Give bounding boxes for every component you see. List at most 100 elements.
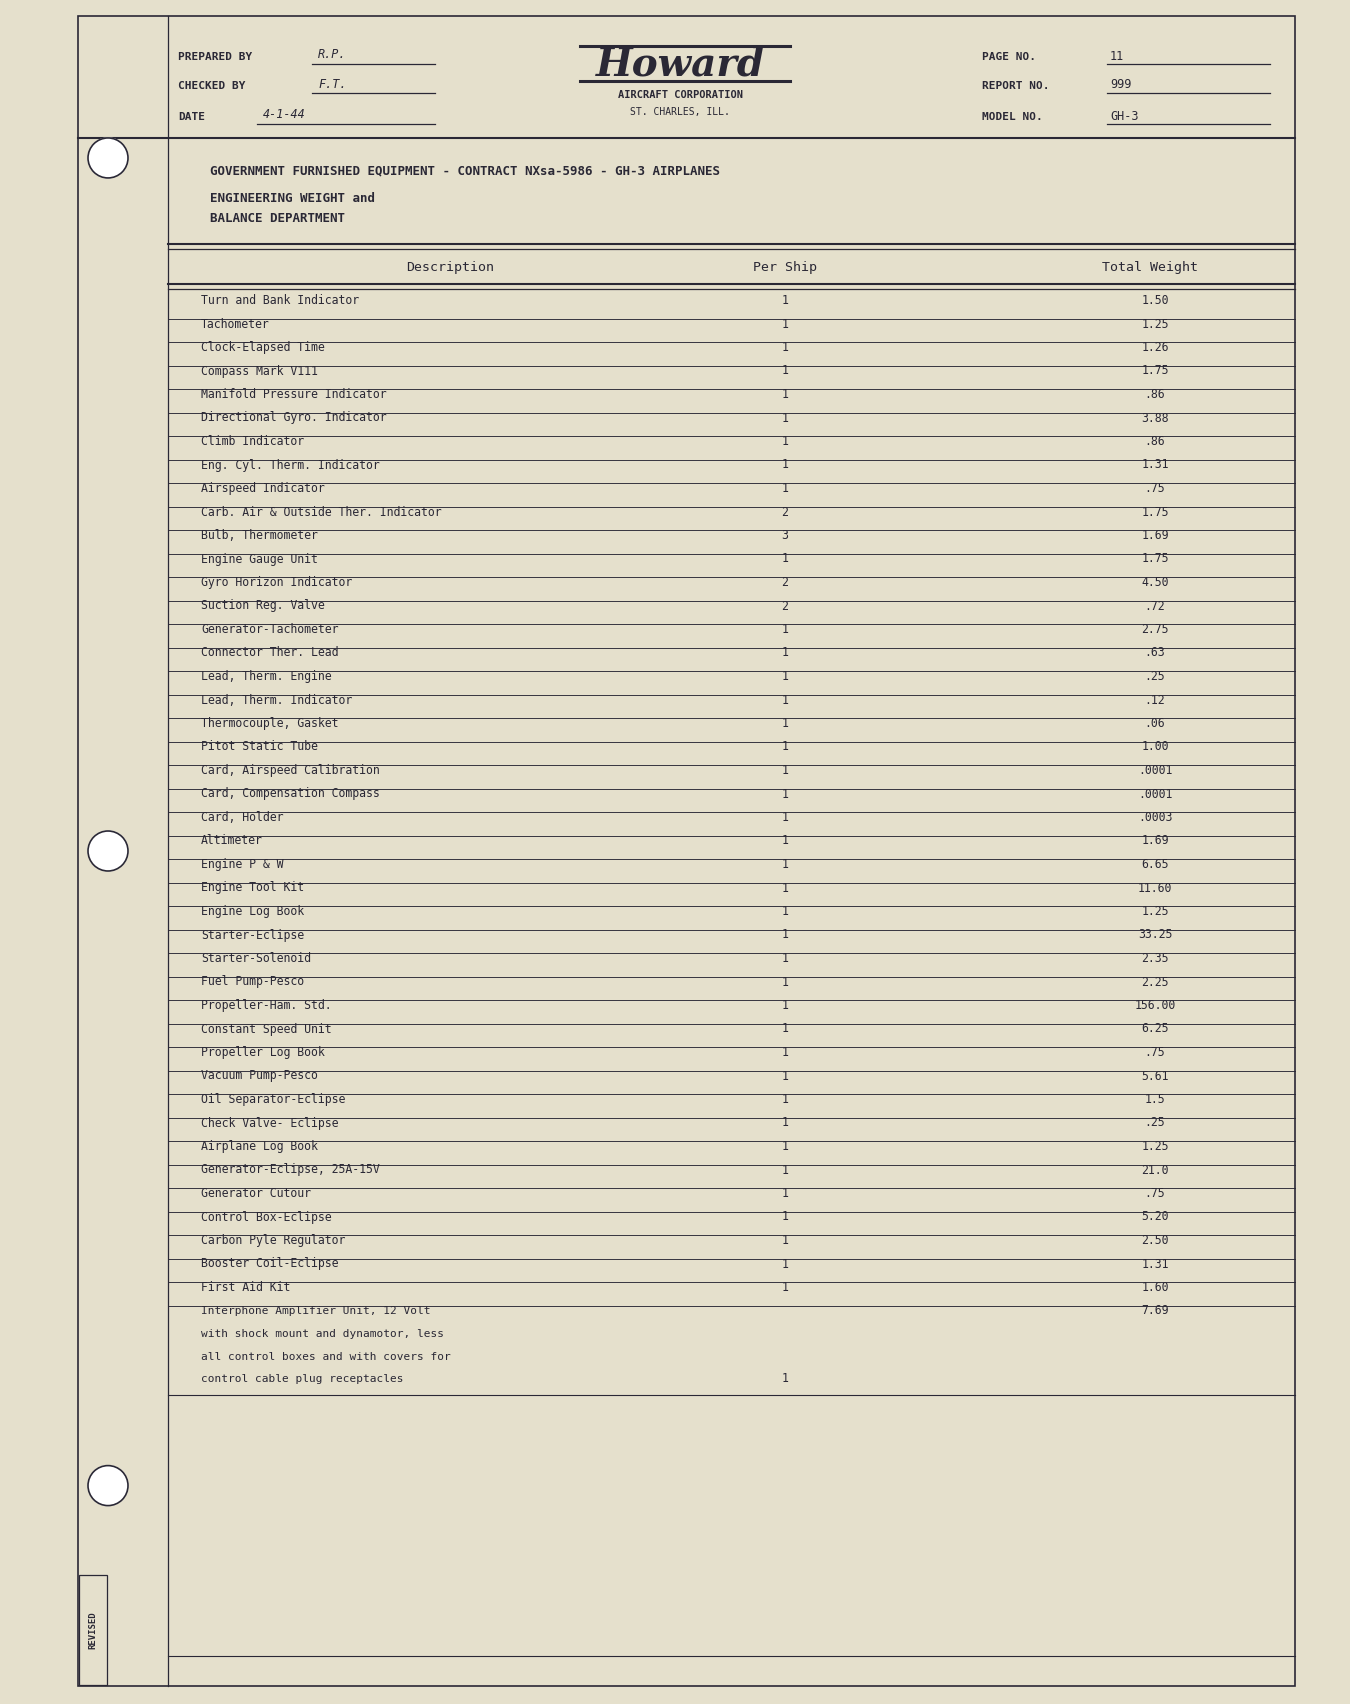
Text: Oil Separator-Eclipse: Oil Separator-Eclipse: [201, 1092, 346, 1106]
Text: 33.25: 33.25: [1138, 929, 1172, 942]
Text: DATE: DATE: [178, 112, 205, 123]
Text: 1: 1: [782, 787, 788, 801]
Text: .72: .72: [1145, 600, 1165, 612]
Text: 4.50: 4.50: [1141, 576, 1169, 590]
Circle shape: [88, 1465, 128, 1506]
Text: Card, Airspeed Calibration: Card, Airspeed Calibration: [201, 763, 379, 777]
Text: 1.26: 1.26: [1141, 341, 1169, 354]
Text: Airspeed Indicator: Airspeed Indicator: [201, 482, 325, 494]
Text: 1: 1: [782, 1070, 788, 1082]
Text: 21.0: 21.0: [1141, 1164, 1169, 1176]
Text: Lead, Therm. Indicator: Lead, Therm. Indicator: [201, 694, 352, 707]
Text: F.T.: F.T.: [319, 77, 347, 90]
Text: 1: 1: [782, 881, 788, 895]
Text: Card, Compensation Compass: Card, Compensation Compass: [201, 787, 379, 801]
Text: MODEL NO.: MODEL NO.: [981, 112, 1042, 123]
Text: Carbon Pyle Regulator: Carbon Pyle Regulator: [201, 1234, 346, 1247]
Text: .0001: .0001: [1138, 763, 1172, 777]
Text: Starter-Solenoid: Starter-Solenoid: [201, 953, 310, 964]
Text: Turn and Bank Indicator: Turn and Bank Indicator: [201, 295, 359, 307]
Text: Constant Speed Unit: Constant Speed Unit: [201, 1022, 332, 1036]
Text: 6.25: 6.25: [1141, 1022, 1169, 1036]
Text: 1: 1: [782, 1164, 788, 1176]
Circle shape: [88, 832, 128, 871]
Text: 1: 1: [782, 975, 788, 988]
Text: 11: 11: [1110, 49, 1125, 63]
Text: .63: .63: [1145, 646, 1165, 659]
Text: 2: 2: [782, 506, 788, 518]
Text: 1.31: 1.31: [1141, 458, 1169, 472]
Text: 1.25: 1.25: [1141, 1140, 1169, 1154]
Text: 1: 1: [782, 365, 788, 378]
Text: 1: 1: [782, 811, 788, 825]
Text: 1.75: 1.75: [1141, 365, 1169, 378]
Text: REVISED: REVISED: [89, 1612, 97, 1649]
Text: CHECKED BY: CHECKED BY: [178, 82, 246, 90]
Text: 1: 1: [782, 295, 788, 307]
Text: 1: 1: [782, 741, 788, 753]
Text: First Aid Kit: First Aid Kit: [201, 1281, 290, 1293]
Text: 1: 1: [782, 482, 788, 494]
Text: 1: 1: [782, 1116, 788, 1130]
Text: Generator-Eclipse, 25A-15V: Generator-Eclipse, 25A-15V: [201, 1164, 379, 1176]
Text: 1: 1: [782, 953, 788, 964]
Text: 1: 1: [782, 905, 788, 918]
Text: Climb Indicator: Climb Indicator: [201, 435, 304, 448]
Text: 3: 3: [782, 528, 788, 542]
Text: with shock mount and dynamotor, less: with shock mount and dynamotor, less: [201, 1329, 444, 1339]
Text: 1: 1: [782, 1140, 788, 1154]
Text: .86: .86: [1145, 389, 1165, 400]
Text: Engine Tool Kit: Engine Tool Kit: [201, 881, 304, 895]
Text: Engine P & W: Engine P & W: [201, 859, 284, 871]
Text: Lead, Therm. Engine: Lead, Therm. Engine: [201, 670, 332, 683]
Text: 1: 1: [782, 411, 788, 424]
Text: control cable plug receptacles: control cable plug receptacles: [201, 1373, 404, 1384]
Text: Tachometer: Tachometer: [201, 317, 270, 331]
Text: Card, Holder: Card, Holder: [201, 811, 284, 825]
Text: 1: 1: [782, 1022, 788, 1036]
Text: 1: 1: [782, 389, 788, 400]
Text: 11.60: 11.60: [1138, 881, 1172, 895]
Text: 1: 1: [782, 835, 788, 847]
Text: Total Weight: Total Weight: [1102, 261, 1197, 274]
Text: .75: .75: [1145, 482, 1165, 494]
Text: 1: 1: [782, 999, 788, 1012]
Text: Generator Cutour: Generator Cutour: [201, 1188, 310, 1200]
Text: 1: 1: [782, 341, 788, 354]
Text: Starter-Eclipse: Starter-Eclipse: [201, 929, 304, 942]
Text: Per Ship: Per Ship: [753, 261, 817, 274]
Circle shape: [88, 138, 128, 177]
Text: Description: Description: [406, 261, 494, 274]
Text: 1: 1: [782, 435, 788, 448]
Text: 1.5: 1.5: [1145, 1092, 1165, 1106]
Text: Clock-Elapsed Time: Clock-Elapsed Time: [201, 341, 325, 354]
Text: 2.35: 2.35: [1141, 953, 1169, 964]
Text: 1.69: 1.69: [1141, 835, 1169, 847]
Text: Gyro Horizon Indicator: Gyro Horizon Indicator: [201, 576, 352, 590]
Text: 6.65: 6.65: [1141, 859, 1169, 871]
Text: 156.00: 156.00: [1134, 999, 1176, 1012]
Text: 999: 999: [1110, 78, 1131, 92]
Text: PREPARED BY: PREPARED BY: [178, 53, 252, 61]
Text: Thermocouple, Gasket: Thermocouple, Gasket: [201, 717, 339, 729]
Text: Airplane Log Book: Airplane Log Book: [201, 1140, 317, 1154]
Text: Altimeter: Altimeter: [201, 835, 263, 847]
Text: Engine Log Book: Engine Log Book: [201, 905, 304, 918]
Text: ST. CHARLES, ILL.: ST. CHARLES, ILL.: [630, 107, 730, 118]
Text: 1: 1: [782, 859, 788, 871]
Text: Eng. Cyl. Therm. Indicator: Eng. Cyl. Therm. Indicator: [201, 458, 379, 472]
Text: 3.88: 3.88: [1141, 411, 1169, 424]
Text: 1: 1: [782, 694, 788, 707]
Text: REPORT NO.: REPORT NO.: [981, 82, 1049, 90]
Text: GOVERNMENT FURNISHED EQUIPMENT - CONTRACT NXsa-5986 - GH-3 AIRPLANES: GOVERNMENT FURNISHED EQUIPMENT - CONTRAC…: [211, 165, 720, 177]
Text: Carb. Air & Outside Ther. Indicator: Carb. Air & Outside Ther. Indicator: [201, 506, 441, 518]
Text: BALANCE DEPARTMENT: BALANCE DEPARTMENT: [211, 213, 346, 225]
Text: Bulb, Thermometer: Bulb, Thermometer: [201, 528, 317, 542]
Text: all control boxes and with covers for: all control boxes and with covers for: [201, 1351, 451, 1361]
Text: 1: 1: [782, 1258, 788, 1271]
Text: 1: 1: [782, 1046, 788, 1058]
Text: ENGINEERING WEIGHT and: ENGINEERING WEIGHT and: [211, 193, 375, 206]
Text: Propeller Log Book: Propeller Log Book: [201, 1046, 325, 1058]
Text: Pitot Static Tube: Pitot Static Tube: [201, 741, 317, 753]
Text: Manifold Pressure Indicator: Manifold Pressure Indicator: [201, 389, 386, 400]
